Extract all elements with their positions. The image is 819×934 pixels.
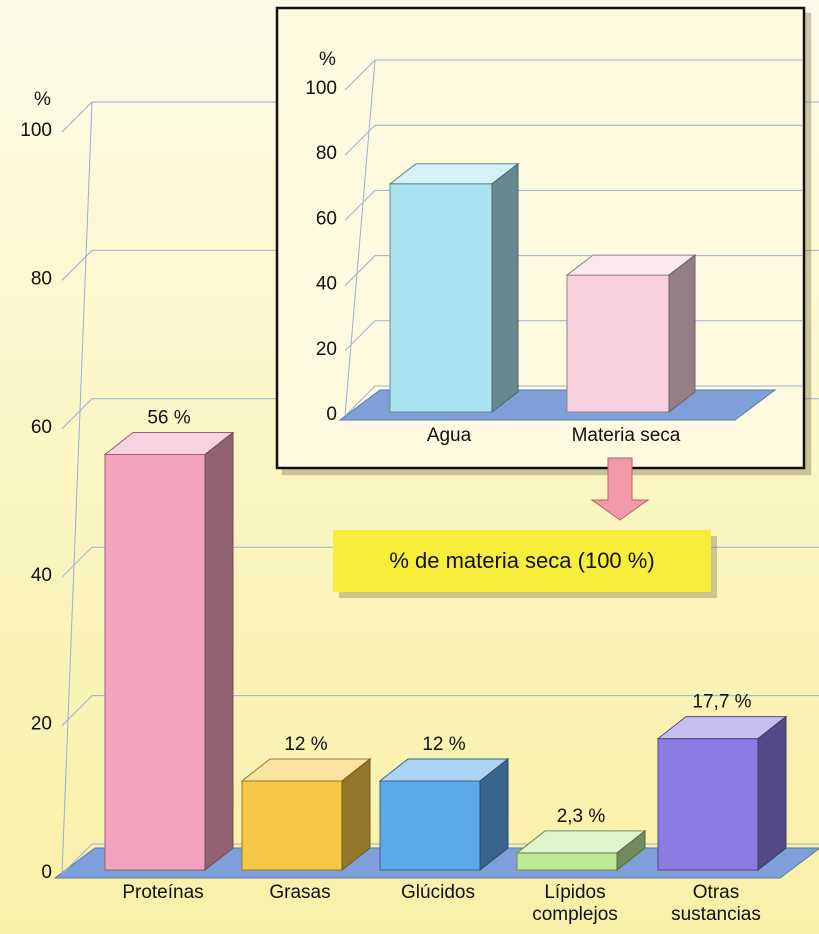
x-tick-label: Materia seca (571, 425, 681, 446)
bar (656, 715, 788, 872)
arrow (590, 457, 650, 521)
y-tick-label: 0 (326, 404, 337, 425)
bar (565, 254, 697, 414)
bar-side (204, 431, 234, 872)
bar-front (657, 738, 759, 871)
y-axis-label: % (34, 89, 51, 110)
x-tick-label: Glúcidos (401, 882, 475, 903)
bar-side (491, 162, 519, 414)
bar-side (757, 715, 787, 872)
bar-front (389, 183, 493, 413)
annotation: % de materia seca (100 %) (333, 530, 711, 592)
y-tick-label: 60 (31, 417, 52, 438)
y-tick-label: 0 (41, 862, 52, 883)
bar-front (516, 852, 618, 871)
bar-side (616, 829, 646, 872)
value-label: 12 % (422, 734, 465, 755)
y-tick-label: 100 (20, 120, 52, 141)
y-axis (61, 101, 93, 875)
y-tick-label: 100 (305, 78, 337, 99)
bar-front (379, 780, 481, 871)
bar-side (341, 757, 371, 872)
y-axis (344, 59, 376, 417)
bar (378, 757, 510, 872)
value-label: 56 % (147, 407, 190, 428)
x-tick-label: Grasas (269, 882, 331, 903)
x-tick-label: Agua (426, 425, 472, 446)
y-tick-label: 60 (316, 208, 337, 229)
grid-line (344, 59, 802, 91)
x-tick-label: Lípidos complejos (532, 882, 618, 925)
value-label: 2,3 % (557, 806, 606, 827)
y-tick-label: 40 (316, 274, 337, 295)
y-tick-label: 20 (316, 339, 337, 360)
value-label: 12 % (284, 734, 327, 755)
bar (240, 757, 372, 872)
x-tick-label: Otras sustancias (671, 882, 761, 925)
x-tick-label: Proteínas (122, 882, 204, 903)
y-tick-label: 40 (31, 565, 52, 586)
grid-line (344, 189, 802, 221)
bar-front (241, 780, 343, 871)
bar-front (104, 453, 206, 871)
value-label: 17,7 % (692, 692, 751, 713)
grid-line (344, 124, 802, 156)
bar-side (668, 254, 696, 414)
y-tick-label: 80 (31, 268, 52, 289)
bar (515, 829, 647, 872)
y-tick-label: 20 (31, 714, 52, 735)
y-axis-label: % (319, 49, 336, 70)
y-tick-label: 80 (316, 143, 337, 164)
bar-front (566, 274, 670, 413)
bar (388, 162, 520, 414)
grid-line (61, 695, 819, 726)
bar-side (479, 757, 509, 872)
bar (103, 431, 235, 872)
